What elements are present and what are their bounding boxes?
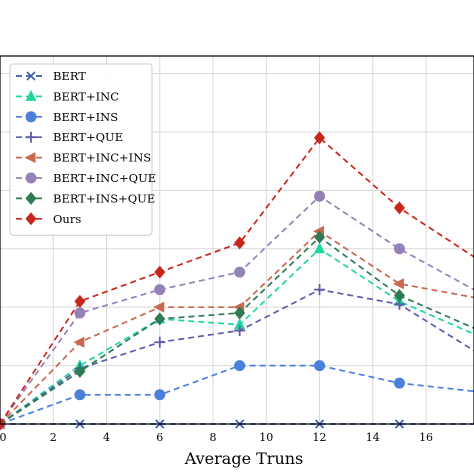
data-point [393, 288, 405, 302]
x-tick-label: 4 [103, 431, 110, 444]
data-point [393, 377, 405, 389]
legend-marker [25, 172, 37, 184]
data-point [154, 389, 166, 401]
legend-item: BERT+INC+QUE [16, 171, 156, 185]
data-point [74, 389, 86, 401]
data-point [234, 236, 246, 250]
data-point [234, 306, 246, 320]
data-point [154, 284, 166, 296]
series-bert-ins [0, 360, 474, 430]
data-point [314, 131, 326, 145]
x-tick-label: 14 [366, 431, 380, 444]
x-axis-title: Average Truns [184, 449, 304, 468]
data-point [73, 336, 85, 348]
legend-item: BERT+INC+INS [16, 151, 151, 165]
legend-label: BERT+INS+QUE [53, 191, 155, 205]
data-point [234, 325, 246, 337]
data-point [154, 336, 166, 348]
data-point [314, 360, 326, 372]
data-point [392, 278, 404, 290]
legend-label: BERT+INC+INS [53, 151, 151, 165]
legend-marker [25, 89, 37, 101]
data-point [154, 312, 166, 326]
legend-label: BERT+INC [53, 89, 119, 103]
data-point [74, 307, 86, 319]
legend-item: BERT+INS+QUE [16, 191, 155, 205]
data-point [234, 318, 246, 330]
data-point [314, 190, 326, 202]
legend-label: BERT+QUE [53, 130, 123, 144]
legend-box [9, 63, 153, 236]
data-point [393, 201, 405, 215]
x-tick-label: 6 [156, 431, 163, 444]
data-point [393, 243, 405, 255]
legend-marker [25, 191, 37, 205]
data-point [314, 284, 326, 296]
series-ours [0, 131, 474, 431]
legend-marker [25, 111, 37, 123]
x-tick-label: 16 [419, 431, 433, 444]
legend-label: BERT+INS [53, 110, 118, 124]
data-point [234, 266, 246, 278]
legend-label: BERT+INC+QUE [53, 171, 156, 185]
data-point [314, 230, 326, 244]
legend: BERT BERT+INC BERT+INS BERT+QUE BERT+INC+INS… [9, 63, 156, 236]
plot-frame [0, 55, 474, 425]
x-tick-label: 8 [210, 431, 217, 444]
legend-marker [25, 212, 37, 226]
data-point [154, 265, 166, 279]
x-tick-label: 12 [313, 431, 327, 444]
legend-item: BERT+QUE [16, 130, 123, 144]
legend-label: Ours [53, 212, 81, 226]
x-tick-labels: 0 2 4 6 8 10 12 14 16 [0, 431, 433, 444]
data-point [314, 242, 326, 254]
legend-item: BERT+INS [16, 110, 118, 124]
series-layer [0, 131, 474, 431]
x-tick-label: 10 [259, 431, 273, 444]
legend-item: BERT+INC [16, 89, 119, 103]
legend-marker [25, 131, 37, 143]
x-tick-label: 0 [0, 431, 7, 444]
legend-item: Ours [16, 212, 81, 226]
data-point [153, 301, 165, 313]
legend-item: BERT [16, 69, 86, 83]
legend-marker [24, 152, 36, 164]
data-point [74, 364, 86, 378]
series-line [0, 364, 474, 425]
legend-label: BERT [53, 69, 86, 83]
data-point [234, 360, 246, 372]
legend-marker [26, 71, 36, 81]
data-point [74, 294, 86, 308]
x-tick-label: 2 [50, 431, 57, 444]
